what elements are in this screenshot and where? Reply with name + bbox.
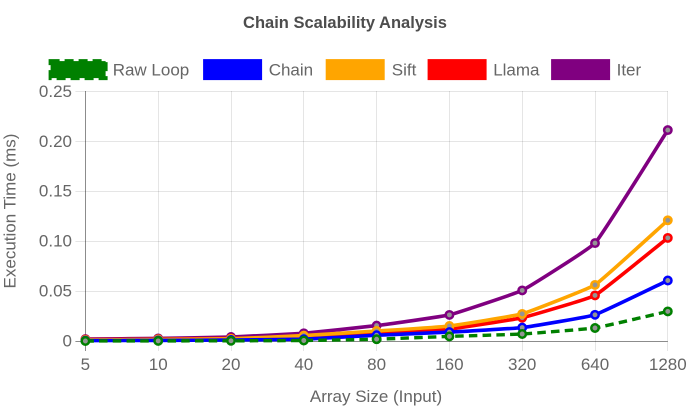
- svg-text:0.05: 0.05: [39, 282, 72, 301]
- svg-text:10: 10: [149, 355, 168, 374]
- svg-text:Raw Loop: Raw Loop: [113, 60, 190, 79]
- svg-text:80: 80: [367, 355, 386, 374]
- svg-text:320: 320: [508, 355, 536, 374]
- svg-text:1280: 1280: [649, 355, 687, 374]
- svg-text:160: 160: [435, 355, 463, 374]
- svg-text:Iter: Iter: [617, 60, 642, 79]
- svg-text:0.10: 0.10: [39, 232, 72, 251]
- svg-text:40: 40: [294, 355, 313, 374]
- svg-text:20: 20: [222, 355, 241, 374]
- svg-text:640: 640: [581, 355, 609, 374]
- svg-text:Array Size (Input): Array Size (Input): [310, 387, 442, 406]
- svg-text:Llama: Llama: [493, 60, 540, 79]
- svg-text:0.20: 0.20: [39, 132, 72, 151]
- svg-text:0: 0: [63, 332, 72, 351]
- svg-text:Execution Time (ms): Execution Time (ms): [1, 134, 20, 289]
- svg-text:0.15: 0.15: [39, 182, 72, 201]
- svg-text:0.25: 0.25: [39, 82, 72, 101]
- svg-text:Chain Scalability Analysis: Chain Scalability Analysis: [243, 14, 447, 32]
- svg-text:5: 5: [81, 355, 90, 374]
- svg-text:Chain: Chain: [269, 60, 313, 79]
- svg-text:Sift: Sift: [392, 60, 417, 79]
